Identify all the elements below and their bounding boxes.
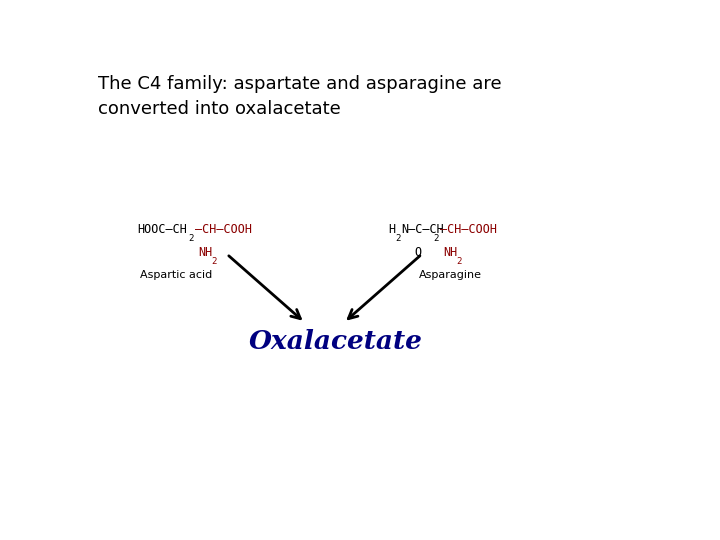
Text: 2: 2: [211, 256, 217, 266]
Text: 2: 2: [189, 234, 194, 242]
Text: 2: 2: [433, 234, 438, 242]
Text: HOOC–CH: HOOC–CH: [138, 223, 187, 236]
Text: 2: 2: [456, 256, 462, 266]
Text: N–C–CH: N–C–CH: [401, 223, 444, 236]
Text: NH: NH: [443, 246, 457, 259]
Text: NH: NH: [199, 246, 212, 259]
Text: Aspartic acid: Aspartic acid: [140, 270, 212, 280]
Text: O: O: [414, 246, 421, 259]
Text: 2: 2: [395, 234, 400, 242]
Text: –CH–COOH: –CH–COOH: [440, 223, 497, 236]
Text: Asparagine: Asparagine: [418, 270, 482, 280]
Text: H: H: [389, 223, 396, 236]
Text: converted into oxalacetate: converted into oxalacetate: [99, 100, 341, 118]
Text: The C4 family: aspartate and asparagine are: The C4 family: aspartate and asparagine …: [99, 75, 502, 93]
Text: Oxalacetate: Oxalacetate: [248, 329, 423, 354]
Text: –CH–COOH: –CH–COOH: [195, 223, 252, 236]
